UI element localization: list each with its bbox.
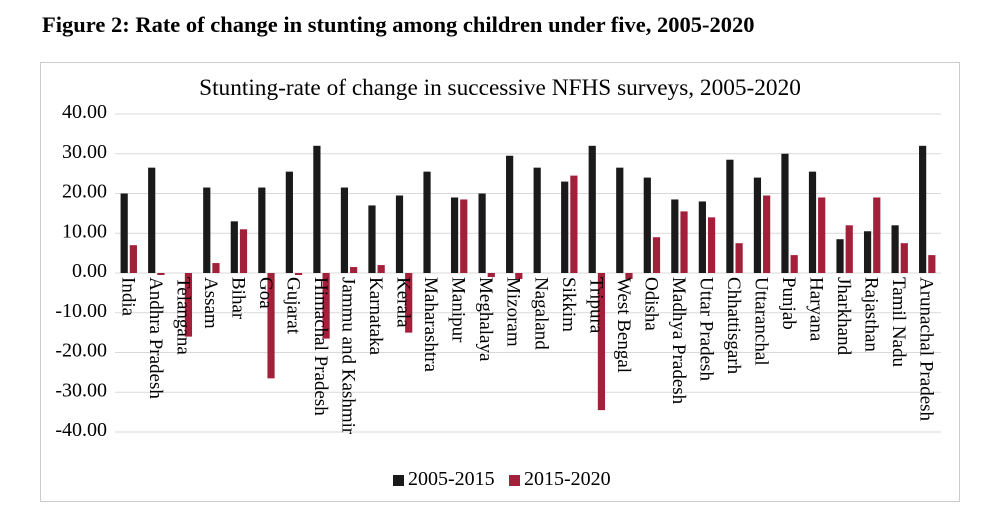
svg-text:0.00: 0.00	[72, 260, 107, 282]
svg-text:Arunachal Pradesh: Arunachal Pradesh	[916, 277, 937, 422]
svg-text:-10.00: -10.00	[55, 300, 107, 322]
svg-text:Himachal Pradesh: Himachal Pradesh	[310, 277, 331, 416]
svg-text:-20.00: -20.00	[55, 340, 107, 362]
svg-text:-30.00: -30.00	[55, 379, 107, 401]
svg-text:Tripura: Tripura	[585, 277, 606, 334]
svg-text:-40.00: -40.00	[55, 419, 107, 441]
svg-text:Punjab: Punjab	[778, 277, 799, 330]
svg-text:Haryana: Haryana	[806, 277, 827, 342]
svg-text:Telangana: Telangana	[172, 277, 193, 355]
svg-text:Karnataka: Karnataka	[365, 277, 386, 356]
svg-text:West Bengal: West Bengal	[613, 277, 634, 373]
svg-text:Chhattisgarh: Chhattisgarh	[723, 277, 744, 375]
svg-text:Manipur: Manipur	[448, 277, 469, 343]
svg-text:10.00: 10.00	[62, 220, 107, 242]
svg-text:Uttar Pradesh: Uttar Pradesh	[695, 277, 716, 381]
svg-text:Assam: Assam	[200, 277, 221, 329]
svg-text:Jharkhand: Jharkhand	[833, 277, 854, 356]
svg-text:Meghalaya: Meghalaya	[475, 277, 496, 362]
svg-text:Nagaland: Nagaland	[530, 277, 551, 350]
svg-text:Andhra Pradesh: Andhra Pradesh	[145, 277, 166, 399]
svg-text:30.00: 30.00	[62, 141, 107, 163]
svg-text:Goa: Goa	[255, 277, 276, 309]
svg-text:Rajasthan: Rajasthan	[861, 277, 882, 352]
svg-text:Madhya Pradesh: Madhya Pradesh	[668, 277, 689, 405]
svg-text:Jammu and Kashmir: Jammu and Kashmir	[338, 277, 359, 435]
svg-text:Tamil Nadu: Tamil Nadu	[888, 277, 909, 367]
svg-text:Kerala: Kerala	[393, 277, 414, 328]
svg-text:Maharashtra: Maharashtra	[420, 277, 441, 373]
svg-text:40.00: 40.00	[62, 101, 107, 123]
svg-text:India: India	[117, 277, 138, 317]
svg-text:Sikkim: Sikkim	[558, 277, 579, 332]
svg-text:Odisha: Odisha	[640, 277, 661, 331]
svg-text:Mizoram: Mizoram	[503, 277, 524, 347]
svg-text:2005-2015: 2005-2015	[408, 468, 495, 490]
svg-text:20.00: 20.00	[62, 181, 107, 203]
svg-text:Bihar: Bihar	[227, 277, 248, 320]
svg-text:Gujarat: Gujarat	[282, 277, 303, 335]
svg-text:2015-2020: 2015-2020	[524, 468, 611, 490]
svg-text:Uttaranchal: Uttaranchal	[751, 277, 772, 366]
